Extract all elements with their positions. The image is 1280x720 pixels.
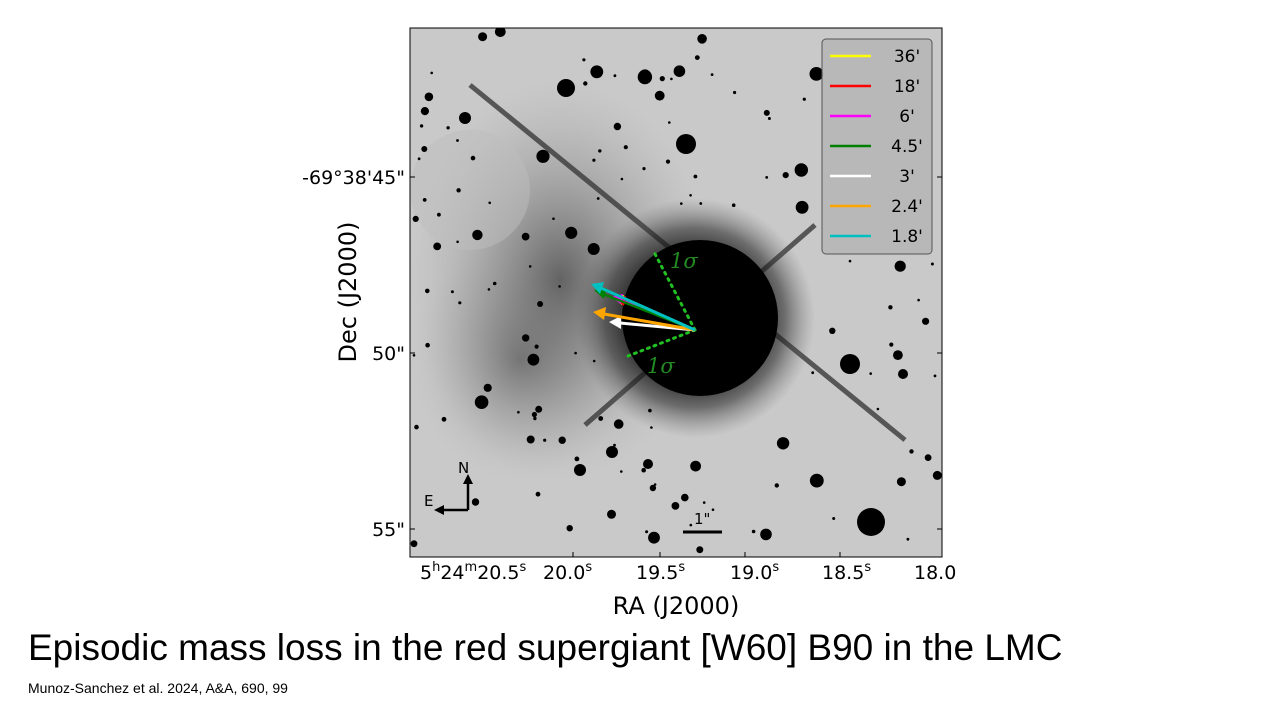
scale-bar-label: 1"	[694, 510, 710, 528]
slide-title: Episodic mass loss in the red supergiant…	[28, 627, 1063, 668]
arrow-1-8	[591, 282, 696, 332]
legend-label-6: 1.8'	[891, 227, 923, 247]
x-axis-ticks	[572, 552, 943, 557]
sigma-boundary-lower	[626, 328, 697, 358]
star-field	[410, 28, 942, 554]
compass-east-label: E	[424, 492, 433, 510]
arrow-2-4	[593, 307, 696, 332]
x-tick-label-0: 5h24m20.5s	[420, 560, 527, 584]
x-tick-label-5: 18.0	[914, 562, 956, 584]
y-axis-ticks	[410, 176, 942, 530]
compass: N E	[424, 459, 473, 515]
x-tick-label-4: 18.5s	[822, 560, 871, 584]
direction-arrows	[591, 282, 696, 332]
legend-label-1: 18'	[894, 77, 920, 97]
legend-label-5: 2.4'	[891, 197, 923, 217]
legend: 36' 18' 6' 4.5' 3' 2.4' 1.8'	[821, 38, 933, 255]
x-tick-label-1: 20.0s	[543, 560, 592, 584]
citation: Munoz-Sanchez et al. 2024, A&A, 690, 99	[28, 680, 288, 696]
sigma-label-upper: 1σ	[670, 249, 698, 273]
legend-label-2: 6'	[899, 107, 915, 127]
x-tick-label-3: 19.0s	[730, 560, 779, 584]
legend-entries: 36' 18' 6' 4.5' 3' 2.4' 1.8'	[830, 47, 923, 247]
scale-bar: 1"	[683, 510, 722, 534]
sigma-boundary-upper	[652, 250, 697, 332]
y-tick-label-2: 55"	[372, 519, 405, 541]
sigma-label-lower: 1σ	[647, 354, 675, 378]
legend-label-4: 3'	[899, 167, 915, 187]
legend-label-3: 4.5'	[891, 137, 923, 157]
figure: 1σ 1σ N E 1" 36' 18' 6' 4.5' 3' 2.4' 1.8'	[302, 27, 956, 620]
y-axis-title: Dec (J2000)	[334, 222, 362, 363]
x-axis-title: RA (J2000)	[613, 592, 740, 620]
y-tick-label-1: 50"	[372, 343, 405, 365]
x-tick-label-2: 19.5s	[636, 560, 685, 584]
compass-north-label: N	[458, 459, 469, 477]
legend-label-0: 36'	[894, 47, 920, 67]
y-tick-label-0: -69°38'45"	[302, 167, 405, 189]
